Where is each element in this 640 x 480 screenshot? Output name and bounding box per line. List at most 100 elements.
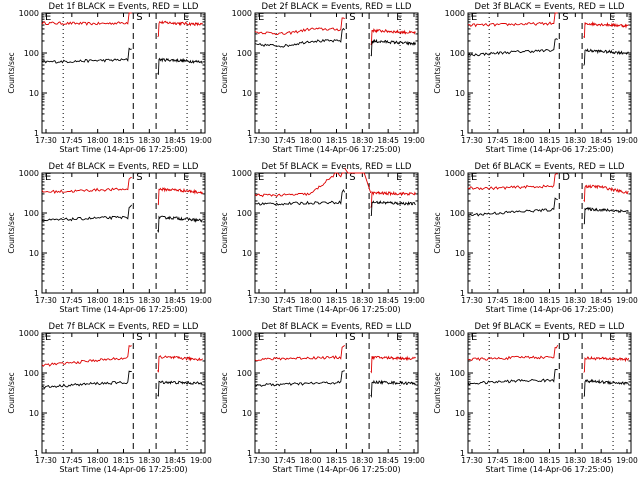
series-trace [254,345,345,362]
y-axis-label: Counts/sec [433,212,442,253]
y-tick-label: 10 [29,249,39,258]
series-trace [41,370,132,389]
x-tick-label: 18:15 [539,136,561,145]
plot-frame [467,172,632,294]
y-axis-label: Counts/sec [220,372,229,413]
y-tick-label: 1000 [445,329,465,338]
y-axis-label: Counts/sec [433,52,442,93]
segment-marker: E [183,172,189,183]
y-tick-label: 1000 [19,169,39,178]
segment-marker: E [183,332,189,343]
series-trace [583,355,630,373]
series-trace [370,200,416,217]
y-tick-label: 100 [237,369,252,378]
x-tick-label: 18:45 [377,456,399,465]
y-tick-label: 1 [247,449,252,458]
series-trace [467,12,558,28]
y-tick-label: 100 [24,369,39,378]
y-tick-label: 1000 [19,9,39,18]
y-tick-label: 100 [450,209,465,218]
x-tick-label: 18:45 [164,456,186,465]
x-axis-label: Start Time (14-Apr-06 17:25:00) [59,305,187,314]
x-tick-label: 18:30 [565,456,587,465]
y-tick-label: 100 [450,49,465,58]
panel-2: Det 2f BLACK = Events, RED = LLD 1 10 100 10… [220,2,425,154]
series-trace [157,355,203,373]
y-tick-label: 10 [29,409,39,418]
series-trace [157,215,203,233]
series-trace [370,28,416,46]
panel-3: Det 3f BLACK = Events, RED = LLD 1 10 100 10… [433,2,638,154]
panel-title: Det 5f BLACK = Events, RED = LLD [262,162,412,172]
series-trace [583,378,629,397]
x-tick-label: 18:00 [87,136,109,145]
panel-title: Det 6f BLACK = Events, RED = LLD [475,162,625,172]
segment-marker: D [562,332,570,343]
x-tick-label: 19:00 [190,456,212,465]
y-axis-label: Counts/sec [220,212,229,253]
segment-marker: S [349,172,355,183]
y-tick-label: 100 [450,369,465,378]
x-tick-label: 19:00 [403,456,425,465]
y-axis-label: Counts/sec [7,52,16,93]
segment-marker: S [349,12,355,23]
x-tick-label: 17:30 [35,136,57,145]
x-tick-label: 18:30 [139,456,161,465]
x-axis-label: Start Time (14-Apr-06 17:25:00) [485,465,613,474]
x-tick-label: 18:30 [352,136,374,145]
segment-marker: E [609,12,615,23]
y-tick-label: 1 [34,289,39,298]
series-trace [370,355,416,374]
segment-marker: E [258,172,264,183]
x-tick-label: 18:15 [326,296,348,305]
y-tick-label: 100 [237,209,252,218]
plot-frame [467,332,632,454]
segment-marker: E [396,332,402,343]
segment-marker: E [45,12,51,23]
segment-marker: E [609,332,615,343]
x-tick-label: 18:15 [326,136,348,145]
x-tick-label: 18:45 [164,136,186,145]
x-tick-label: 17:30 [461,296,483,305]
series-trace [254,17,345,36]
panel-8: Det 8f BLACK = Events, RED = LLD 1 10 100 10… [220,322,425,474]
x-tick-label: 18:30 [352,456,374,465]
panel-title: Det 2f BLACK = Events, RED = LLD [262,2,412,12]
y-tick-label: 10 [29,89,39,98]
y-axis-label: Counts/sec [7,372,16,413]
y-tick-label: 1000 [445,169,465,178]
x-tick-label: 17:45 [487,456,509,465]
x-tick-label: 18:00 [300,296,322,305]
panel-title: Det 9f BLACK = Events, RED = LLD [475,322,625,332]
x-tick-label: 18:15 [539,296,561,305]
x-tick-label: 19:00 [616,136,638,145]
x-tick-label: 17:30 [461,136,483,145]
segment-marker: E [396,12,402,23]
x-tick-label: 18:45 [590,456,612,465]
segment-marker: E [183,12,189,23]
y-tick-label: 10 [455,89,465,98]
x-tick-label: 18:00 [513,136,535,145]
series-trace [583,48,629,66]
x-tick-label: 18:00 [513,296,535,305]
x-tick-label: 18:15 [113,456,135,465]
x-axis-label: Start Time (14-Apr-06 17:25:00) [485,145,613,154]
x-tick-label: 18:15 [113,296,135,305]
x-tick-label: 17:45 [61,136,83,145]
series-trace [583,184,629,203]
x-tick-label: 18:30 [352,296,374,305]
panel-6: Det 6f BLACK = Events, RED = LLD 1 10 100 10… [433,162,638,314]
plot-frame [467,12,632,134]
x-tick-label: 17:30 [248,456,270,465]
y-tick-label: 1 [34,129,39,138]
panel-title: Det 1f BLACK = Events, RED = LLD [49,2,199,12]
segment-marker: E [471,172,477,183]
x-tick-label: 19:00 [403,136,425,145]
x-tick-label: 18:00 [87,296,109,305]
y-axis-label: Counts/sec [433,372,442,413]
x-tick-label: 19:00 [403,296,425,305]
segment-marker: S [562,12,568,23]
series-trace [583,21,629,38]
y-tick-label: 10 [242,89,252,98]
x-tick-label: 18:30 [139,136,161,145]
